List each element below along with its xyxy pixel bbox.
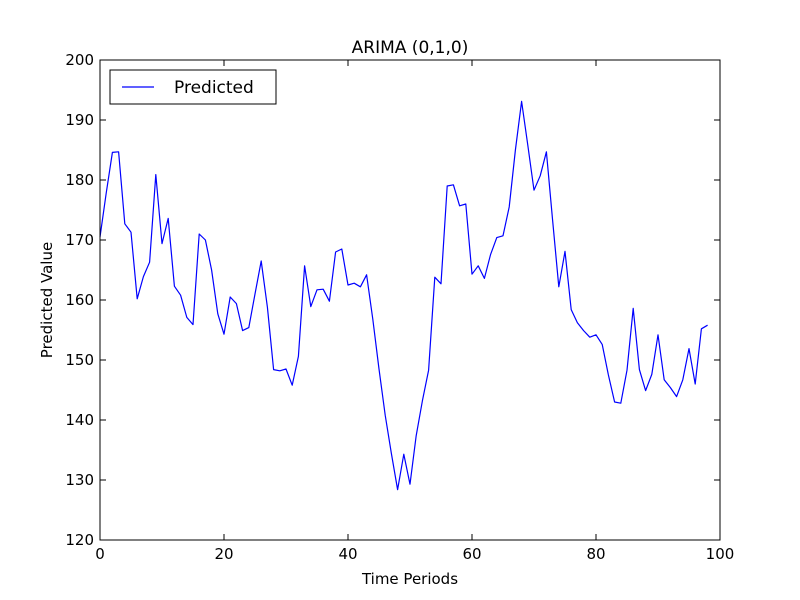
y-tick-label: 160 [65, 291, 94, 309]
y-tick-label: 130 [65, 471, 94, 489]
y-tick-label: 150 [65, 351, 94, 369]
y-tick-label: 180 [65, 171, 94, 189]
y-tick-label: 140 [65, 411, 94, 429]
legend: Predicted [109, 69, 277, 105]
y-tick-label: 120 [65, 531, 94, 549]
x-tick-label: 100 [706, 545, 735, 563]
series-line-predicted [99, 100, 708, 491]
y-tick-label: 200 [65, 51, 94, 69]
y-tick-label: 170 [65, 231, 94, 249]
legend-label: Predicted [174, 78, 254, 98]
chart-title: ARIMA (0,1,0) [352, 38, 469, 58]
x-tick-label: 0 [95, 545, 105, 563]
plot-area [99, 100, 708, 491]
y-axis-ticks: 120 130 140 150 160 170 180 190 200 [65, 51, 720, 549]
y-tick-label: 190 [65, 111, 94, 129]
plot-frame [99, 59, 721, 541]
y-axis-label: Predicted Value [38, 242, 56, 358]
x-axis-label: Time Periods [361, 570, 458, 588]
x-tick-label: 80 [586, 545, 605, 563]
x-tick-label: 20 [214, 545, 233, 563]
x-tick-label: 60 [462, 545, 481, 563]
x-tick-label: 40 [338, 545, 357, 563]
